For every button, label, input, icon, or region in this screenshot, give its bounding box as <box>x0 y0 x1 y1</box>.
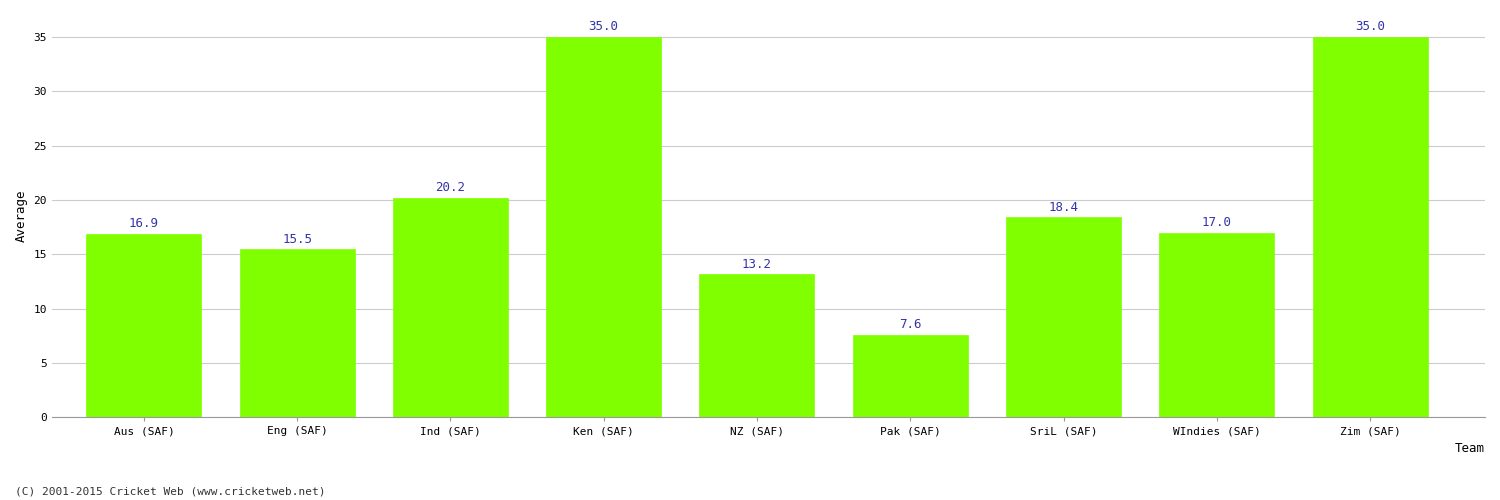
Text: 7.6: 7.6 <box>898 318 921 332</box>
Bar <box>1312 37 1428 418</box>
Text: 35.0: 35.0 <box>1354 20 1384 34</box>
Text: 15.5: 15.5 <box>282 232 312 245</box>
Text: (C) 2001-2015 Cricket Web (www.cricketweb.net): (C) 2001-2015 Cricket Web (www.cricketwe… <box>15 487 326 497</box>
Bar <box>87 234 201 418</box>
X-axis label: Team: Team <box>1455 442 1485 455</box>
Bar <box>546 37 662 418</box>
Text: 35.0: 35.0 <box>588 20 618 34</box>
Bar <box>1007 218 1120 418</box>
Bar <box>699 274 814 418</box>
Bar <box>393 198 508 418</box>
Text: 20.2: 20.2 <box>435 182 465 194</box>
Bar <box>1160 232 1275 418</box>
Bar <box>240 249 354 418</box>
Text: 13.2: 13.2 <box>742 258 772 270</box>
Text: 18.4: 18.4 <box>1048 201 1078 214</box>
Y-axis label: Average: Average <box>15 190 28 242</box>
Text: 17.0: 17.0 <box>1202 216 1231 230</box>
Text: 16.9: 16.9 <box>129 218 159 230</box>
Bar <box>853 335 968 417</box>
